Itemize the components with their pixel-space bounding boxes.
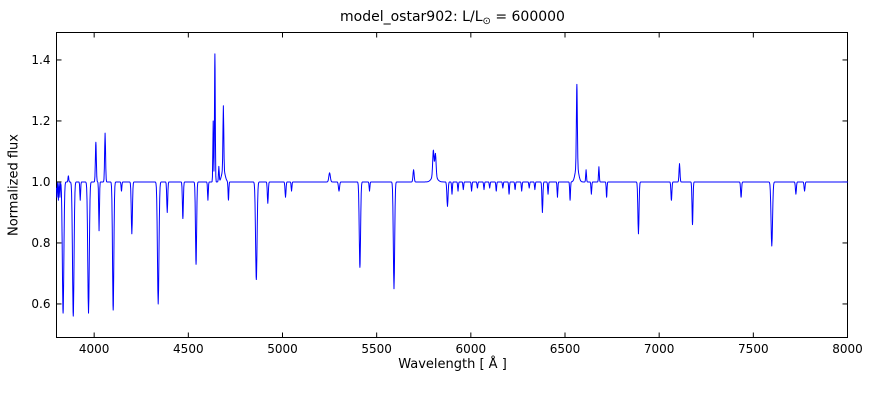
chart-title-suffix: = 600000 (490, 9, 565, 25)
x-tick-label: 7000 (644, 342, 675, 356)
axis-tick-labels: 4000 4500 5000 5500 6000 6500 7000 7500 8000 0.6 0… (31, 53, 862, 356)
y-tick-label: 0.8 (31, 236, 50, 250)
chart-title: model_ostar902: L/L⊙ = 600000 (57, 9, 848, 27)
x-tick-label: 8000 (832, 342, 863, 356)
sun-symbol: ⊙ (482, 16, 491, 27)
x-tick-label: 6000 (456, 342, 487, 356)
x-tick-label: 7500 (738, 342, 769, 356)
y-tick-label: 1.0 (31, 175, 50, 189)
x-tick-label: 4000 (79, 342, 110, 356)
x-tick-label: 6500 (550, 342, 581, 356)
x-tick-label: 4500 (173, 342, 204, 356)
x-tick-label: 5000 (267, 342, 298, 356)
chart-title-prefix: model_ostar902: L/L (340, 9, 483, 25)
y-tick-label: 0.6 (31, 297, 50, 311)
y-tick-label: 1.4 (31, 53, 50, 67)
x-tick-label: 5500 (361, 342, 392, 356)
spectrum-line (56, 53, 848, 317)
axis-ticks (56, 32, 848, 338)
axes-frame (56, 32, 848, 338)
x-axis-label: Wavelength [ Å ] (398, 357, 507, 372)
y-tick-label: 1.2 (31, 114, 50, 128)
